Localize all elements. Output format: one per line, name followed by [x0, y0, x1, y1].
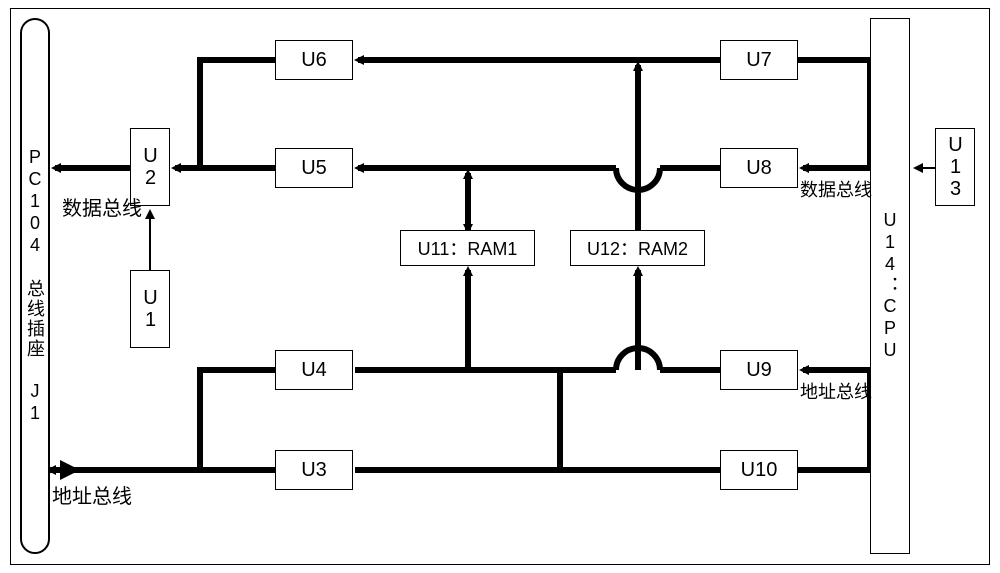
- node-u12-ram2: U12：RAM2: [570, 230, 705, 266]
- node-u1: U1: [130, 270, 170, 348]
- label-addr-bus-right: 地址总线: [800, 378, 872, 404]
- node-u10-label: U10: [741, 459, 778, 482]
- node-u10: U10: [720, 450, 798, 490]
- node-u11-ram1: U11：RAM1: [400, 230, 535, 266]
- node-u6-label: U6: [301, 49, 327, 72]
- node-u2-label: U2: [139, 145, 162, 189]
- node-u5-label: U5: [301, 157, 327, 180]
- node-u1-label: U1: [139, 287, 162, 331]
- node-u3-label: U3: [301, 459, 327, 482]
- node-u13-label: U13: [944, 134, 967, 200]
- diagram-canvas: PC104 总线插座 J1 U14：CPU U1 U2 U3 U4 U5 U6 …: [0, 0, 1000, 573]
- node-u9-label: U9: [746, 359, 772, 382]
- node-u5: U5: [275, 148, 353, 188]
- node-u8-label: U8: [746, 157, 772, 180]
- node-u7-label: U7: [746, 49, 772, 72]
- node-u8: U8: [720, 148, 798, 188]
- node-u7: U7: [720, 40, 798, 80]
- node-u3: U3: [275, 450, 353, 490]
- label-data-bus-left: 数据总线: [62, 192, 142, 221]
- node-u11-label: U11：RAM1: [418, 235, 518, 261]
- node-u9: U9: [720, 350, 798, 390]
- node-u4: U4: [275, 350, 353, 390]
- node-u6: U6: [275, 40, 353, 80]
- node-u4-label: U4: [301, 359, 327, 382]
- connector-j1-label: PC104 总线插座 J1: [22, 147, 48, 425]
- connector-j1: PC104 总线插座 J1: [20, 18, 50, 554]
- node-u12-label: U12：RAM2: [587, 235, 688, 261]
- label-addr-bus-left: 地址总线: [52, 480, 132, 509]
- label-data-bus-right: 数据总线: [800, 176, 872, 202]
- cpu-block: U14：CPU: [870, 18, 910, 554]
- node-u13: U13: [935, 128, 975, 206]
- cpu-label: U14：CPU: [877, 210, 903, 362]
